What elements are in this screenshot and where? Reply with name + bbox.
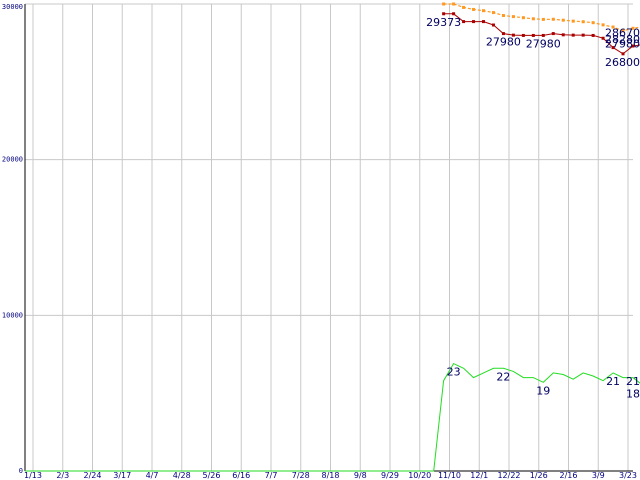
x-tick-label: 7/28 <box>292 471 310 480</box>
x-tick-label: 5/26 <box>203 471 221 480</box>
series-point-1 <box>631 44 635 48</box>
series-point-0 <box>442 2 446 6</box>
series-point-1 <box>601 36 605 40</box>
series-point-0 <box>621 29 625 33</box>
x-tick-label: 10/20 <box>408 471 431 480</box>
x-tick-label: 2/3 <box>56 471 69 480</box>
series-point-1 <box>462 20 466 24</box>
x-tick-label: 9/29 <box>381 471 399 480</box>
x-axis: 1/13 2/3 2/24 3/17 4/7 4/28 5/26 6/16 7/7 7/28 8/1… <box>24 470 637 480</box>
x-tick-label: 2/16 <box>560 471 578 480</box>
y-tick-label: 10000 <box>2 311 23 319</box>
series-point-1 <box>452 12 456 16</box>
data-label: 18 <box>626 387 640 400</box>
x-tick-label: 9/8 <box>354 471 367 480</box>
x-tick-label: 1/26 <box>530 471 548 480</box>
series-point-1 <box>521 33 525 37</box>
series-point-1 <box>611 46 615 50</box>
series-point-0 <box>481 9 485 13</box>
data-label: 21 <box>606 375 620 388</box>
series-point-0 <box>501 14 505 18</box>
series-point-1 <box>442 12 446 16</box>
series-point-0 <box>601 23 605 27</box>
data-label: 19 <box>536 384 550 397</box>
series-point-1 <box>541 33 545 37</box>
series-point-0 <box>631 26 635 30</box>
data-label: 27980 <box>486 36 521 49</box>
series-point-1 <box>531 33 535 37</box>
series-point-1 <box>591 33 595 37</box>
series-point-0 <box>571 19 575 23</box>
x-tick-label: 7/7 <box>265 471 278 480</box>
grid-layer <box>25 3 633 472</box>
series-point-1 <box>581 33 585 37</box>
data-label: 22 <box>496 370 510 383</box>
x-tick-label: 8/18 <box>322 471 340 480</box>
series-point-1 <box>551 32 555 36</box>
series-point-1 <box>472 20 476 24</box>
y-tick-label: 0 <box>19 467 23 475</box>
series-point-1 <box>571 33 575 37</box>
series-point-0 <box>521 16 525 20</box>
y-axis: 0 10000 20000 30000 <box>2 3 26 475</box>
x-tick-label: 11/10 <box>438 471 461 480</box>
x-tick-label: 3/9 <box>592 471 605 480</box>
x-tick-label: 6/16 <box>232 471 250 480</box>
series-point-0 <box>541 17 545 21</box>
y-tick-label: 30000 <box>2 3 23 11</box>
series-point-0 <box>511 15 515 19</box>
series-point-1 <box>481 20 485 24</box>
series-point-0 <box>491 11 495 15</box>
series-point-1 <box>561 33 565 37</box>
data-label: 23 <box>447 366 461 379</box>
series-point-0 <box>611 25 615 29</box>
data-label: 28670 <box>605 27 640 40</box>
series-point-1 <box>501 32 505 36</box>
data-label: 29373 <box>426 16 461 29</box>
data-label: 21 <box>626 375 640 388</box>
series-line-2 <box>25 362 640 472</box>
series-point-1 <box>491 23 495 27</box>
x-tick-label: 4/28 <box>173 471 191 480</box>
data-label: 26800 <box>605 56 640 69</box>
series-point-0 <box>581 20 585 24</box>
x-tick-label: 1/13 <box>24 471 42 480</box>
series-point-1 <box>511 33 515 37</box>
x-tick-label: 2/24 <box>84 471 102 480</box>
data-label: 27980 <box>605 37 640 50</box>
series-point-0 <box>452 2 456 6</box>
x-tick-label: 3/23 <box>619 471 637 480</box>
series-point-1 <box>621 52 625 56</box>
series-point-0 <box>591 21 595 25</box>
y-tick-label: 20000 <box>2 156 23 164</box>
x-tick-label: 4/7 <box>146 471 159 480</box>
series-point-0 <box>472 7 476 11</box>
x-tick-label: 12/1 <box>470 471 488 480</box>
series-point-0 <box>551 17 555 21</box>
data-label: 28280 <box>605 33 640 46</box>
series-point-0 <box>561 18 565 22</box>
series-point-0 <box>531 17 535 21</box>
data-label: 17 <box>626 0 640 3</box>
series-point-0 <box>462 5 466 9</box>
data-label: 27980 <box>526 37 561 50</box>
x-tick-label: 3/17 <box>113 471 131 480</box>
series-layer <box>25 2 640 472</box>
x-tick-label: 12/22 <box>497 471 520 480</box>
